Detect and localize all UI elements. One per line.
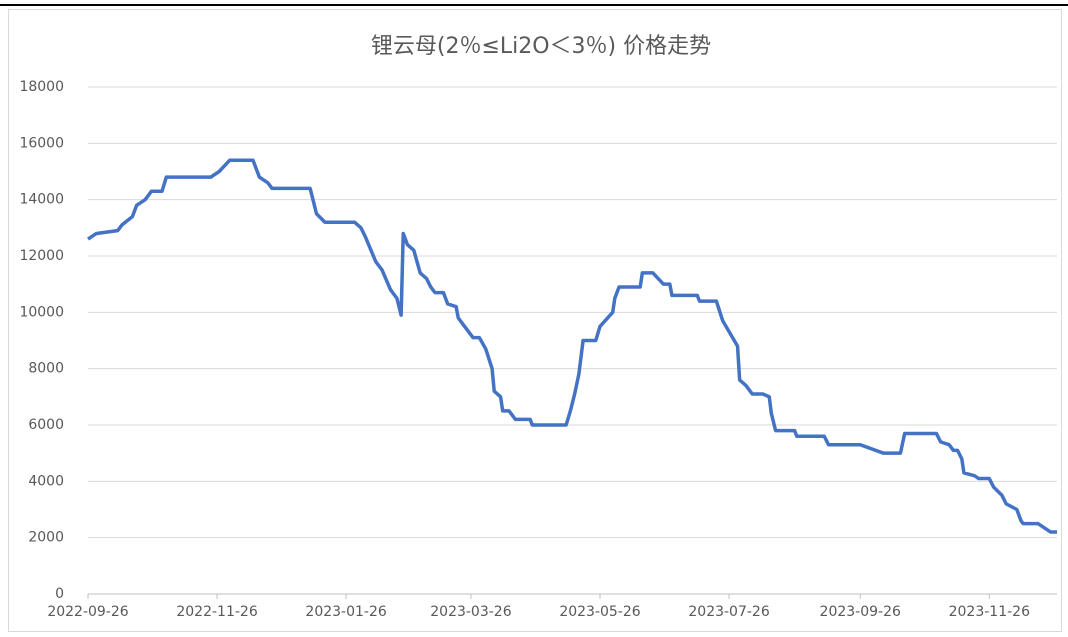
y-tick-label: 18000	[19, 79, 64, 95]
y-tick-label: 4000	[28, 473, 64, 489]
series-line	[87, 158, 1057, 534]
x-tick-label: 2023-05-26	[559, 604, 640, 620]
x-tick-label: 2022-09-26	[47, 604, 128, 620]
chart-frame	[8, 9, 1062, 632]
y-tick-label: 8000	[28, 361, 64, 377]
chart-title: 锂云母(2％≤Li2O＜3％) 价格走势	[371, 34, 711, 59]
x-tick-label: 2023-09-26	[820, 604, 901, 620]
y-tick-label: 12000	[19, 248, 64, 264]
x-tick-label: 2022-11-26	[176, 604, 257, 620]
x-tick-label: 2023-03-26	[430, 604, 511, 620]
y-tick-label: 16000	[19, 135, 64, 151]
x-tick-label: 2023-11-26	[949, 604, 1030, 620]
y-tick-label: 0	[55, 586, 64, 602]
y-tick-label: 14000	[19, 192, 64, 208]
y-tick-label: 10000	[19, 304, 64, 320]
x-tick-label: 2023-07-26	[688, 604, 769, 620]
y-tick-label: 6000	[28, 417, 64, 433]
x-tick-label: 2023-01-26	[305, 604, 386, 620]
y-tick-label: 2000	[28, 530, 64, 546]
